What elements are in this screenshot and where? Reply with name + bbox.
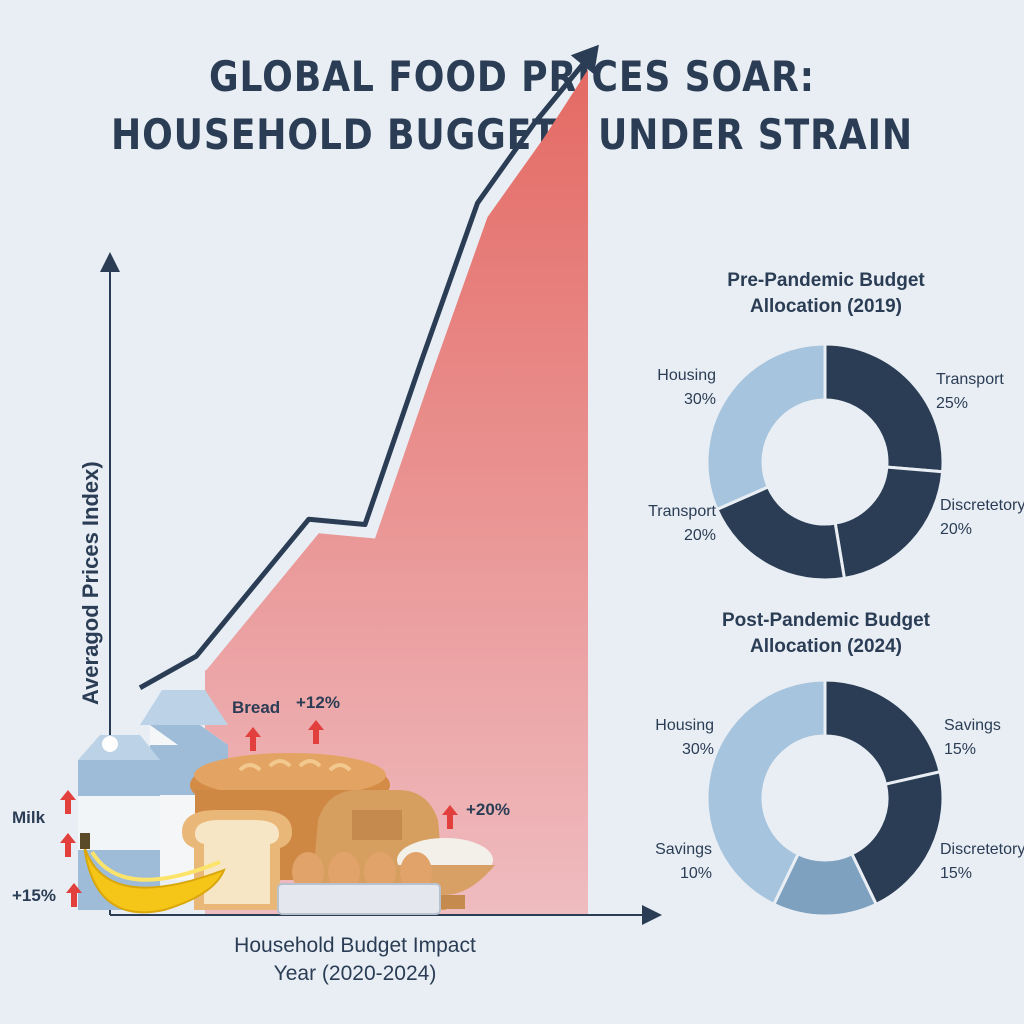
- pre-slice-2: [714, 484, 847, 582]
- pre-label-discretetory-name: Discretetory: [940, 497, 1024, 514]
- post-label-housing: Housing 30%: [624, 714, 714, 762]
- pre-label-transport-20-value: 20%: [683, 527, 716, 544]
- trend-arrowhead: [570, 44, 599, 75]
- post-label-savings-15: Savings 15%: [944, 714, 1001, 762]
- annotation-bread-change: +12%: [296, 693, 340, 712]
- annotation-other-change: +20%: [466, 800, 510, 819]
- pre-label-transport-25: Transport 25%: [936, 368, 1004, 416]
- milk-up-arrow-2: [60, 833, 76, 857]
- groceries-illustration: [78, 684, 495, 915]
- donut-post-pandemic: [705, 678, 945, 918]
- post-label-savings-10-value: 10%: [679, 865, 712, 882]
- chart-title-line-1: GLOBAL FOOD PRICES SOAR:: [209, 52, 815, 101]
- price-trend-line: [138, 53, 592, 690]
- donut-post-title-line-2: Allocation (2024): [749, 636, 903, 657]
- x-axis-label-line-2: Year (2020-2024): [273, 962, 437, 985]
- pre-label-transport-20: Transport 20%: [626, 500, 716, 548]
- pre-label-transport-20-name: Transport: [648, 503, 716, 520]
- donut-post-title-line-1: Post-Pandemic Budget: [722, 610, 930, 631]
- post-slice-1: [849, 769, 945, 907]
- pre-slice-3: [705, 342, 827, 512]
- post-label-savings-10: Savings 10%: [622, 838, 712, 886]
- egg-carton: [277, 852, 441, 915]
- annotation-bread: Bread: [232, 698, 281, 717]
- pre-label-transport-25-name: Transport: [936, 371, 1004, 388]
- post-label-housing-name: Housing: [655, 717, 714, 734]
- post-label-savings-15-value: 15%: [944, 741, 977, 758]
- price-increase-arrows: [60, 720, 458, 907]
- post-label-discretetory: Discretetory 15%: [940, 838, 1024, 886]
- post-label-discretetory-name: Discretetory: [940, 841, 1024, 858]
- post-label-savings-15-name: Savings: [944, 717, 1001, 734]
- pre-label-housing: Housing 30%: [626, 364, 716, 412]
- banana: [80, 833, 226, 914]
- pre-slice-1: [833, 465, 945, 581]
- pre-label-housing-name: Housing: [657, 367, 716, 384]
- chart-title-line-2: HOUSEHOLD BUGGETS UNDER STRAIN: [110, 110, 914, 159]
- pre-label-transport-25-value: 25%: [936, 395, 969, 412]
- price-area-fill: [205, 69, 588, 915]
- donut-pre-title-line-2: Allocation (2019): [749, 296, 903, 317]
- bread-up-arrow-2: [308, 720, 324, 744]
- bread-up-arrow-1: [245, 727, 261, 751]
- donut-pre-title: Pre-Pandemic Budget Allocation (2019): [676, 268, 976, 320]
- annotation-milk-change: +15%: [12, 886, 56, 905]
- y-axis-label: Averagod Prices Index): [78, 461, 103, 705]
- post-label-housing-value: 30%: [681, 741, 714, 758]
- annotation-milk: Milk: [12, 808, 46, 827]
- x-axis-label: Household Budget Impact Year (2020-2024): [155, 932, 555, 988]
- pre-label-discretetory-value: 20%: [940, 521, 973, 538]
- other-up-arrow: [442, 805, 458, 829]
- post-label-discretetory-value: 15%: [940, 865, 973, 882]
- donut-post-title: Post-Pandemic Budget Allocation (2024): [676, 608, 976, 660]
- x-axis-label-line-1: Household Budget Impact: [234, 934, 476, 957]
- donut-pre-title-line-1: Pre-Pandemic Budget: [727, 270, 925, 291]
- milk-up-arrow-3: [66, 883, 82, 907]
- pre-slice-0: [823, 342, 945, 474]
- post-slice-0: [823, 678, 942, 786]
- milk-up-arrow-1: [60, 790, 76, 814]
- post-slice-3: [705, 678, 827, 907]
- donut-pre-pandemic: [705, 342, 945, 582]
- post-label-savings-10-name: Savings: [655, 841, 712, 858]
- pre-label-discretetory: Discretetory 20%: [940, 494, 1024, 542]
- pre-label-housing-value: 30%: [683, 391, 716, 408]
